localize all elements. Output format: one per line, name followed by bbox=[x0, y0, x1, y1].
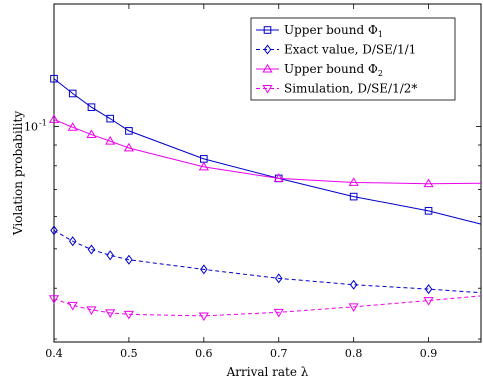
series-line bbox=[53, 229, 482, 294]
triangle-down-marker bbox=[123, 310, 134, 320]
triangle-up-marker bbox=[348, 177, 359, 186]
square-marker bbox=[424, 207, 433, 215]
legend-label: Simulation, D/SE/1/2* bbox=[284, 82, 417, 96]
legend-box bbox=[250, 17, 456, 101]
legend-label-text: Upper bound Φ bbox=[284, 62, 378, 76]
x-axis-label: Arrival rate λ bbox=[226, 365, 309, 379]
square-marker bbox=[263, 26, 272, 34]
series-line bbox=[53, 78, 482, 225]
diamond-marker bbox=[200, 264, 208, 275]
x-tick-label: 0.5 bbox=[120, 347, 138, 360]
legend-item: Exact value, D/SE/1/1 bbox=[256, 43, 416, 57]
series-3 bbox=[48, 114, 482, 188]
diamond-marker bbox=[87, 244, 96, 255]
y-tick-exponent: -1 bbox=[39, 118, 47, 127]
triangle-up-marker bbox=[123, 142, 134, 152]
x-tick-label: 0.8 bbox=[345, 347, 363, 360]
triangle-down-marker bbox=[348, 303, 359, 313]
legend-item: Simulation, D/SE/1/2* bbox=[256, 82, 417, 96]
diamond-marker bbox=[263, 44, 272, 55]
diamond-marker bbox=[424, 284, 433, 295]
triangle-up-marker bbox=[86, 129, 97, 138]
triangle-down-marker bbox=[198, 312, 209, 322]
axis-ticks: 0.4 0.5 0.6 0.7 0.8 0.9 10 -1 bbox=[24, 3, 481, 360]
square-marker bbox=[349, 192, 358, 201]
triangle-down-marker bbox=[273, 308, 284, 318]
legend-label: Upper bound Φ2 bbox=[284, 62, 383, 78]
legend-label: Upper bound Φ1 bbox=[284, 23, 383, 39]
diamond-marker bbox=[274, 273, 283, 284]
triangle-down-marker bbox=[67, 301, 78, 311]
x-tick-label: 0.6 bbox=[195, 347, 213, 360]
diamond-marker bbox=[50, 225, 58, 236]
y-axis-label: Violation probability bbox=[11, 111, 25, 236]
triangle-up-marker bbox=[105, 135, 116, 145]
plot-frame bbox=[53, 3, 482, 343]
series-2 bbox=[50, 225, 482, 295]
diamond-marker bbox=[125, 254, 133, 265]
triangle-up-marker bbox=[273, 173, 284, 182]
legend-item: Upper bound Φ2 bbox=[256, 62, 383, 78]
legend-label-text: Exact value, D/SE/1/1 bbox=[284, 43, 416, 57]
triangle-down-marker bbox=[423, 297, 434, 306]
triangle-down-marker bbox=[262, 85, 273, 94]
diamond-marker bbox=[106, 250, 114, 261]
triangle-up-marker bbox=[48, 114, 60, 123]
diamond-marker bbox=[68, 236, 77, 247]
series-line bbox=[53, 295, 482, 317]
diamond-marker bbox=[349, 279, 358, 290]
legend-label-subscript: 1 bbox=[378, 30, 383, 39]
legend-label-subscript: 2 bbox=[378, 69, 383, 78]
series-1 bbox=[50, 74, 482, 225]
legend-label-text: Simulation, D/SE/1/2* bbox=[284, 82, 417, 96]
triangle-up-marker bbox=[423, 178, 434, 188]
triangle-down-marker bbox=[48, 295, 60, 304]
series-4 bbox=[48, 295, 482, 322]
square-marker bbox=[68, 89, 77, 98]
triangle-up-marker bbox=[67, 122, 78, 131]
series-layer bbox=[48, 74, 482, 322]
square-marker bbox=[125, 127, 133, 135]
triangle-down-marker bbox=[105, 309, 116, 319]
legend-label-text: Upper bound Φ bbox=[284, 23, 378, 37]
triangle-up-marker bbox=[262, 63, 273, 73]
legend-label: Exact value, D/SE/1/1 bbox=[284, 43, 416, 57]
x-tick-label: 0.9 bbox=[420, 347, 438, 360]
y-tick-label: 10 bbox=[24, 120, 38, 133]
y-tick-base: 10 bbox=[24, 120, 38, 133]
legend-item: Upper bound Φ1 bbox=[256, 23, 383, 39]
x-tick-label: 0.7 bbox=[270, 347, 288, 360]
square-marker bbox=[87, 103, 96, 111]
x-tick-label: 0.4 bbox=[45, 347, 63, 360]
triangle-down-marker bbox=[86, 306, 97, 315]
square-marker bbox=[106, 114, 114, 123]
series-line bbox=[53, 119, 482, 185]
square-marker bbox=[50, 74, 58, 83]
triangle-up-marker bbox=[198, 161, 209, 171]
plot-area bbox=[53, 3, 482, 343]
